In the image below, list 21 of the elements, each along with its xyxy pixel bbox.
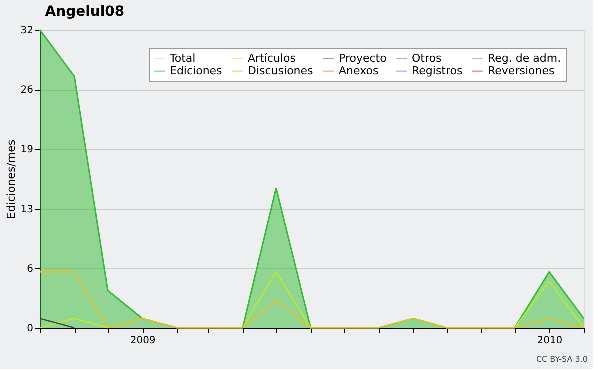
legend-label: Otros bbox=[412, 52, 442, 65]
x-tick-label: 2009 bbox=[130, 336, 156, 346]
text: CC BY-SA 3.0 bbox=[536, 355, 588, 364]
x-tick-label: 2010 bbox=[537, 336, 563, 346]
legend-label: Artículos bbox=[248, 52, 296, 65]
legend-label: Reg. de adm. bbox=[488, 52, 562, 65]
legend-label: Ediciones bbox=[170, 64, 223, 78]
y-tick-label: 19 bbox=[20, 144, 34, 156]
legend-label: Proyecto bbox=[339, 52, 388, 65]
legend-label: Registros bbox=[412, 64, 464, 78]
legend-label: Anexos bbox=[339, 64, 379, 78]
y-tick-label: 6 bbox=[27, 264, 34, 275]
legend-label: Reversiones bbox=[488, 64, 555, 78]
y-tick-label: 32 bbox=[20, 26, 34, 36]
y-tick-label: 26 bbox=[20, 85, 34, 96]
y-tick-label: 0 bbox=[27, 324, 34, 334]
chart-title: Angelul08 bbox=[45, 4, 125, 20]
y-tick-label: 13 bbox=[20, 204, 34, 216]
legend-label: Total bbox=[169, 52, 196, 65]
y-axis-title: Ediciones/mes bbox=[4, 140, 18, 220]
legend-label: Discusiones bbox=[248, 64, 314, 78]
